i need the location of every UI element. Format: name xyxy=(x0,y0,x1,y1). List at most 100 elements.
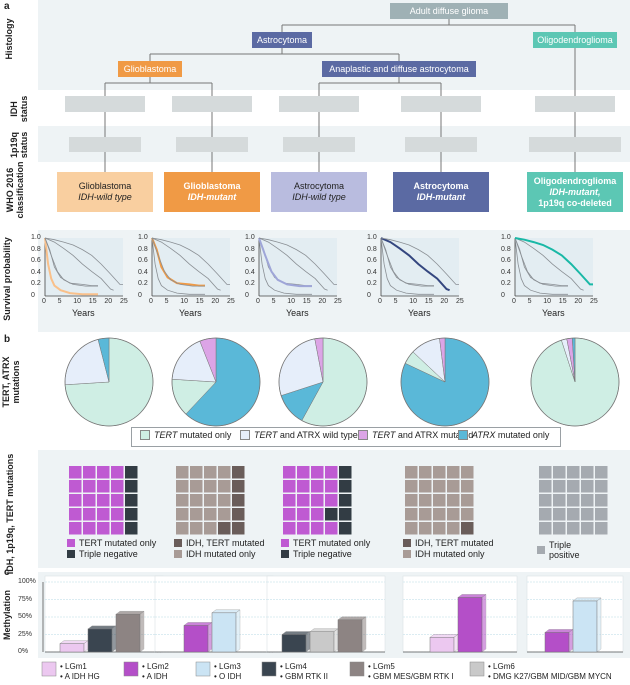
mosaic-cell xyxy=(433,522,446,535)
pie-legend xyxy=(131,427,561,447)
mosaic-cell xyxy=(69,466,82,479)
methylation-bar-top xyxy=(183,622,213,626)
methylation-legend-desc: • GBM MES/GBM RTK I xyxy=(368,672,454,682)
mosaic-cell xyxy=(111,494,124,507)
mosaic-cell xyxy=(553,494,566,507)
mosaic-cell xyxy=(283,466,296,479)
legend-desc: GBM RTK II xyxy=(285,672,328,681)
survival-curve-3 xyxy=(258,237,328,291)
methylation-ytick: 75% xyxy=(18,595,33,603)
mosaic-cell xyxy=(433,480,446,493)
mosaic-cell xyxy=(461,508,474,521)
mosaic-cell xyxy=(339,522,352,535)
mosaic-cell xyxy=(567,466,580,479)
survival-xtick: 20 xyxy=(574,298,583,305)
survival-xtick: 0 xyxy=(378,298,382,305)
methylation-bar-side xyxy=(333,628,339,653)
legend-code: LGm5 xyxy=(373,662,395,671)
survival-xtick: 15 xyxy=(88,298,97,305)
mosaic-cell xyxy=(581,508,594,521)
survival-plot-bg-1 xyxy=(152,238,230,296)
mosaic-cell xyxy=(83,494,96,507)
survival-xtick: 0 xyxy=(149,298,153,305)
methylation-bar-top xyxy=(87,625,117,630)
methylation-bar-side xyxy=(568,629,574,653)
mosaic-cell xyxy=(447,494,460,507)
survival-curve-2 xyxy=(44,237,98,287)
mosaic-cell xyxy=(83,508,96,521)
survival-xtick: 15 xyxy=(424,298,433,305)
legend-desc: A IDH HG xyxy=(64,672,100,681)
survival-xtick: 5 xyxy=(164,298,169,305)
legend-text: mutated only xyxy=(495,430,550,440)
methylation-bar-side xyxy=(305,631,311,653)
survival-ytick: 0.6 xyxy=(245,257,255,265)
idh-node-2 xyxy=(279,96,359,112)
methylation-bar-side xyxy=(235,609,241,653)
bullet: • xyxy=(488,662,494,671)
legend-text: and ATRX mutated xyxy=(395,430,474,440)
mosaic-cell xyxy=(567,508,580,521)
mosaic-cell xyxy=(595,522,608,535)
survival-curve-4 xyxy=(44,237,123,285)
methylation-bar-side xyxy=(596,597,602,653)
mosaic-cell xyxy=(447,480,460,493)
mosaic-cell xyxy=(447,508,460,521)
bullet: • xyxy=(142,672,147,681)
panel-letter-b: b xyxy=(4,334,11,345)
row-label-1p19q-2: status xyxy=(19,131,29,159)
survival-curve-3 xyxy=(514,237,584,291)
survival-xtick: 20 xyxy=(440,298,449,305)
survival-xtick: 10 xyxy=(73,298,81,305)
methylation-bar-top xyxy=(115,611,145,615)
mosaic-cell xyxy=(325,466,338,479)
node-oligodendroglioma: Oligodendroglioma xyxy=(533,32,617,48)
who-line: Glioblastoma xyxy=(78,181,132,191)
row-label-tert-atrx-2: mutations xyxy=(11,360,21,404)
mosaic-cell xyxy=(283,508,296,521)
mosaic-cell xyxy=(97,522,110,535)
survival-ytick: 1.0 xyxy=(31,234,41,241)
survival-ytick: 0.8 xyxy=(31,245,41,253)
legend-code: LGm3 xyxy=(219,662,241,671)
mosaic-cell xyxy=(461,480,474,493)
legend-code: LGm1 xyxy=(65,662,87,671)
methylation-bar-top xyxy=(281,631,311,635)
survival-xtick: 5 xyxy=(57,298,62,305)
methylation-legend-code: • LGm5 xyxy=(368,662,395,672)
mosaic-cell xyxy=(97,466,110,479)
mosaic-cell xyxy=(461,522,474,535)
survival-curve-3 xyxy=(44,237,114,291)
methylation-bar xyxy=(337,619,363,653)
mosaic-cell xyxy=(339,508,352,521)
mosaic-cell xyxy=(297,480,310,493)
bullet: • xyxy=(488,672,494,681)
legend-text: and ATRX wild type xyxy=(277,430,358,440)
survival-xlabel: Years xyxy=(72,308,95,318)
survival-ytick: 0 xyxy=(367,292,371,299)
bullet: • xyxy=(280,672,286,681)
methylation-legend-code: • LGm1 xyxy=(60,662,87,672)
methylation-legend-desc: • A IDH xyxy=(142,672,168,682)
who-box-2: Astrocytoma IDH-wild type xyxy=(271,172,367,212)
mosaic-cell xyxy=(405,494,418,507)
survival-ytick: 0.2 xyxy=(245,280,255,288)
survival-ytick: 0.8 xyxy=(138,245,148,253)
mosaic-cell xyxy=(539,494,552,507)
mosaic-cell xyxy=(232,466,245,479)
legend-swatch xyxy=(281,550,289,558)
mosaic-cell xyxy=(176,508,189,521)
survival-ytick: 1.0 xyxy=(367,234,377,241)
methylation-ytick: 0% xyxy=(18,648,29,655)
survival-xtick: 5 xyxy=(527,298,532,305)
mosaic-legend-item: Triple negative xyxy=(281,549,352,559)
methylation-bar xyxy=(544,632,570,653)
who-line: IDH-mutant xyxy=(187,192,237,202)
legend-code: LGm4 xyxy=(285,662,307,671)
survival-xtick: 10 xyxy=(543,298,551,305)
p19q-node-1 xyxy=(176,137,248,152)
mosaic-cell xyxy=(176,466,189,479)
mosaic-cell xyxy=(204,480,217,493)
survival-curve-2 xyxy=(258,237,312,288)
mosaic-cell xyxy=(553,508,566,521)
